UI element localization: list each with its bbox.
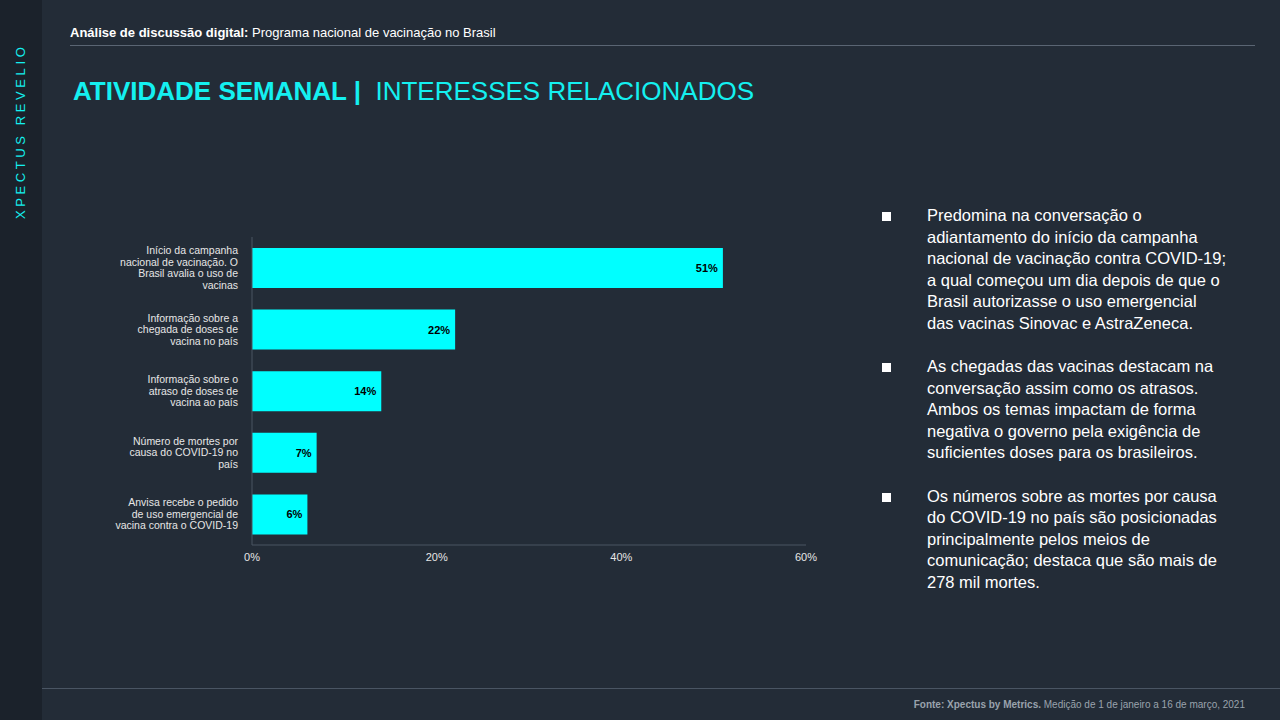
svg-text:Informação sobre achegada de d: Informação sobre achegada de doses devac… — [138, 312, 239, 347]
html-text:Predomina na conversação o adi: Predomina na conversação o adiantamento … — [927, 206, 1226, 332]
svg-text:51%: 51% — [696, 262, 718, 274]
svg-text:60%: 60% — [795, 551, 817, 563]
svg-text:20%: 20% — [426, 551, 448, 563]
html-text:XPECTUS REVELIO: XPECTUS REVELIO — [13, 43, 28, 219]
html-text:Análise de discussão digital:: Análise de discussão digital: Programa n… — [70, 25, 496, 40]
svg-text:6%: 6% — [286, 508, 302, 520]
html-text:As chegadas das vacinas destac: As chegadas das vacinas destacam na conv… — [927, 357, 1214, 461]
svg-text:Informação sobre oatraso de do: Informação sobre oatraso de doses devaci… — [148, 373, 239, 408]
svg-text:22%: 22% — [428, 324, 450, 336]
svg-text:40%: 40% — [610, 551, 632, 563]
svg-text:Início da campanhanacional de: Início da campanhanacional de vacinação.… — [120, 244, 238, 291]
html-text:INTERESSES RELACIONADOS: INTERESSES RELACIONADOS — [375, 76, 754, 106]
html-text:ATIVIDADE SEMANAL |: ATIVIDADE SEMANAL | — [73, 76, 361, 106]
svg-text:7%: 7% — [296, 447, 312, 459]
html-text:Os números sobre as mortes por: Os números sobre as mortes por causa do … — [927, 486, 1217, 591]
svg-text:14%: 14% — [354, 385, 376, 397]
svg-text:0%: 0% — [244, 551, 260, 563]
svg-text:Anvisa recebe o pedidode uso e: Anvisa recebe o pedidode uso emergencial… — [115, 496, 238, 531]
svg-text:Número de mortes porcausa do C: Número de mortes porcausa do COVID-19 no… — [129, 435, 238, 470]
html-text:Fonte: Xpectus by Metrics. Med: Fonte: Xpectus by Metrics. Medição de 1 … — [913, 699, 1245, 710]
